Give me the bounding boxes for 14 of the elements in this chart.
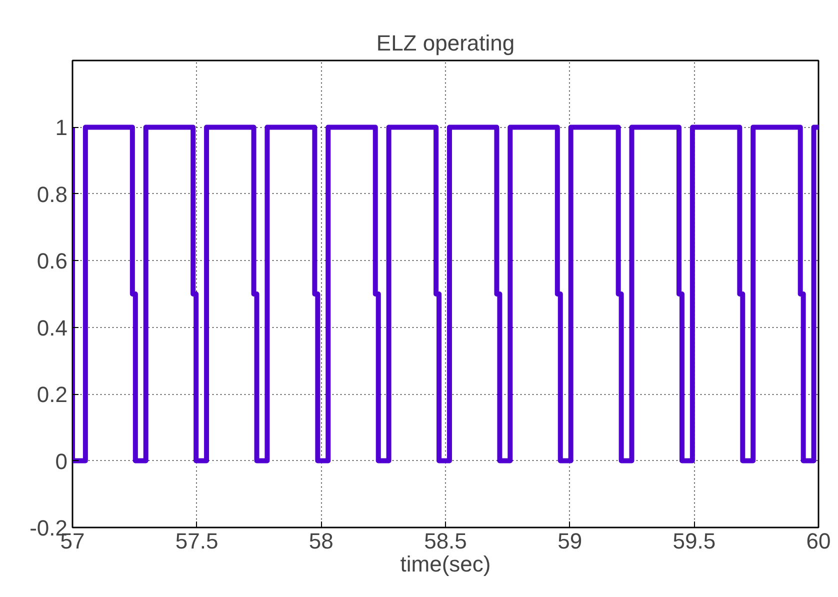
x-tick-label: 60: [806, 528, 831, 554]
chart-title: ELZ operating: [376, 30, 515, 56]
x-tick-label: 59: [558, 528, 582, 554]
x-tick-label: 58.5: [424, 528, 467, 554]
y-tick-label: 1: [55, 115, 68, 140]
y-tick-label: 0.4: [36, 315, 68, 340]
x-tick-label: 59.5: [672, 528, 716, 554]
y-tick-label: 0.6: [36, 248, 68, 274]
y-tick-label: 0: [55, 448, 68, 474]
y-tick-label: 0.8: [36, 182, 68, 207]
x-tick-label: 57.5: [175, 528, 218, 554]
x-axis-title: time(sec): [400, 552, 491, 576]
y-tick-label: 0.2: [36, 382, 68, 408]
x-tick-label: 58: [308, 528, 334, 554]
